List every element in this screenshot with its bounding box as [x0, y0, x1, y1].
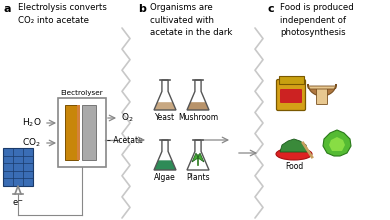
- FancyBboxPatch shape: [317, 88, 328, 104]
- Polygon shape: [154, 102, 176, 110]
- Text: b: b: [138, 4, 146, 14]
- Text: e$^{-}$: e$^{-}$: [12, 198, 24, 208]
- Ellipse shape: [276, 148, 312, 160]
- Text: Electrolysis converts
CO₂ into acetate: Electrolysis converts CO₂ into acetate: [18, 3, 107, 24]
- Text: Food is produced
independent of
photosynthesis: Food is produced independent of photosyn…: [280, 3, 354, 37]
- FancyBboxPatch shape: [3, 148, 33, 186]
- Polygon shape: [154, 160, 176, 170]
- Text: Algae: Algae: [154, 173, 176, 182]
- Polygon shape: [192, 153, 198, 162]
- Text: Yeast: Yeast: [155, 113, 175, 122]
- Polygon shape: [308, 86, 336, 89]
- Polygon shape: [323, 130, 351, 156]
- Text: Food: Food: [285, 162, 303, 171]
- FancyBboxPatch shape: [58, 98, 106, 167]
- Text: Mushroom: Mushroom: [178, 113, 218, 122]
- Text: a: a: [4, 4, 11, 14]
- Text: H$_2$O: H$_2$O: [22, 117, 42, 129]
- FancyBboxPatch shape: [280, 89, 302, 103]
- FancyBboxPatch shape: [277, 79, 305, 110]
- Text: Electrolyser: Electrolyser: [60, 90, 103, 96]
- FancyBboxPatch shape: [65, 105, 78, 160]
- Polygon shape: [280, 139, 308, 152]
- Text: Organisms are
cultivated with
acetate in the dark: Organisms are cultivated with acetate in…: [150, 3, 232, 37]
- Text: – Acetate: – Acetate: [107, 136, 143, 145]
- Polygon shape: [198, 153, 204, 162]
- Text: O$_2$: O$_2$: [121, 112, 134, 124]
- Polygon shape: [329, 137, 345, 151]
- Text: Plants: Plants: [186, 173, 210, 182]
- Text: c: c: [268, 4, 275, 14]
- Text: CO$_2$: CO$_2$: [22, 137, 41, 149]
- FancyBboxPatch shape: [278, 75, 303, 84]
- FancyBboxPatch shape: [77, 105, 80, 160]
- Polygon shape: [187, 102, 209, 110]
- Polygon shape: [308, 84, 336, 96]
- FancyBboxPatch shape: [82, 105, 96, 160]
